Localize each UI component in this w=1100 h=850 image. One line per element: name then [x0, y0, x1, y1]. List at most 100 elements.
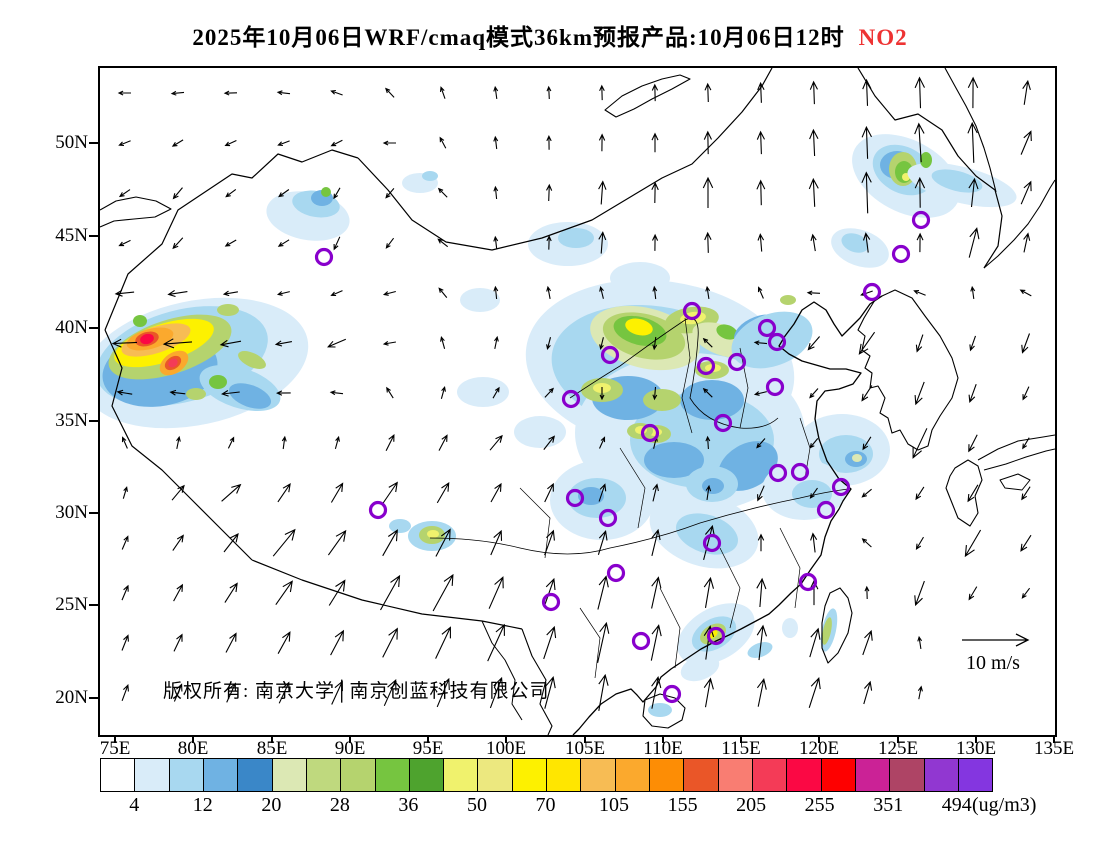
- city-marker: [790, 462, 810, 482]
- colorbar-cell: [718, 759, 753, 791]
- lat-tick-mark: [89, 697, 98, 699]
- colorbar-cell: [203, 759, 239, 791]
- colorbar-value: 205: [736, 794, 767, 816]
- lat-tick-label: 45N: [55, 225, 88, 246]
- border-west: [104, 329, 253, 561]
- city-marker: [631, 631, 651, 651]
- legend-arrow-icon: [962, 633, 1030, 647]
- province-7: [579, 607, 601, 679]
- colorbar-cell: [684, 759, 719, 791]
- russia-coast: [983, 179, 1055, 269]
- lon-tick-mark: [897, 735, 899, 743]
- colorbar-cell: [169, 759, 204, 791]
- city-marker: [831, 477, 851, 497]
- lon-tick-label: 90E: [334, 738, 366, 759]
- colorbar-cell: [650, 759, 685, 791]
- city-marker: [702, 533, 722, 553]
- lon-tick-mark: [192, 735, 194, 743]
- province-2: [739, 347, 749, 429]
- lon-tick-mark: [349, 735, 351, 743]
- city-marker: [541, 592, 561, 612]
- colorbar-cell: [238, 759, 273, 791]
- province-3: [619, 447, 646, 529]
- colorbar-cell: [787, 759, 822, 791]
- honshu: [977, 434, 1055, 491]
- lon-tick-mark: [271, 735, 273, 743]
- colorbar-value: 28: [329, 794, 350, 816]
- colorbar-value: 70: [535, 794, 556, 816]
- city-marker: [757, 318, 777, 338]
- province-5: [779, 527, 801, 609]
- colorbar-cell: [615, 759, 650, 791]
- city-marker: [911, 210, 931, 230]
- colorbar-cell: [306, 759, 342, 791]
- colorbar-cell: [855, 759, 891, 791]
- city-marker: [727, 352, 747, 372]
- concentration-colorbar: [100, 758, 993, 792]
- border-northeast: [857, 68, 1003, 269]
- lon-tick-label: 120E: [798, 738, 840, 759]
- lat-tick-mark: [89, 142, 98, 144]
- lon-tick-label: 110E: [643, 738, 683, 759]
- colorbar-cell: [478, 759, 513, 791]
- province-6: [659, 587, 681, 669]
- border-mongolia: [357, 68, 773, 251]
- colorbar-cell: [272, 759, 307, 791]
- colorbar-cell: [512, 759, 548, 791]
- colorbar-value: 50: [466, 794, 487, 816]
- lon-tick-mark: [818, 735, 820, 743]
- city-marker: [798, 572, 818, 592]
- colorbar-value: 20: [261, 794, 282, 816]
- border-himalaya: [251, 559, 523, 630]
- colorbar-value: 351: [873, 794, 904, 816]
- wind-vectors: [111, 76, 1032, 711]
- wind-speed-legend: 10 m/s: [962, 633, 1030, 674]
- forecast-map: 10 m/s: [100, 68, 1055, 735]
- colorbar-cell: [135, 759, 170, 791]
- city-marker: [862, 282, 882, 302]
- lat-tick-label: 20N: [55, 687, 88, 708]
- lon-tick-label: 105E: [564, 738, 606, 759]
- lat-tick-mark: [89, 235, 98, 237]
- city-marker: [706, 626, 726, 646]
- lon-tick-label: 95E: [412, 738, 444, 759]
- city-marker: [600, 345, 620, 365]
- province-4: [719, 547, 741, 629]
- lon-tick-label: 125E: [877, 738, 919, 759]
- copyright-text: 版权所有: 南京大学│南京创蓝科技有限公司: [163, 681, 550, 702]
- colorbar-cell: [581, 759, 616, 791]
- kyushu: [945, 459, 983, 527]
- colorbar-cell: [409, 759, 445, 791]
- colorbar-value: 12: [192, 794, 213, 816]
- city-marker: [713, 413, 733, 433]
- lon-tick-label: 135E: [1033, 738, 1075, 759]
- lat-tick-mark: [89, 604, 98, 606]
- lat-tick-label: 35N: [55, 410, 88, 431]
- border-indochina: [521, 628, 553, 735]
- city-marker: [682, 301, 702, 321]
- lon-tick-label: 130E: [955, 738, 997, 759]
- lon-tick-label: 75E: [99, 738, 131, 759]
- city-marker: [561, 389, 581, 409]
- colorbar-cell: [924, 759, 959, 791]
- colorbar-cell: [444, 759, 479, 791]
- lon-tick-mark: [427, 735, 429, 743]
- city-marker: [598, 508, 618, 528]
- city-marker: [640, 423, 660, 443]
- page-title: 2025年10月06日WRF/cmaq模式36km预报产品:10月06日12时 N…: [0, 18, 1100, 52]
- colorbar-value: 36: [398, 794, 419, 816]
- lat-tick-mark: [89, 327, 98, 329]
- province-1: [681, 317, 693, 434]
- lake-baikal: [604, 74, 691, 118]
- lon-tick-mark: [584, 735, 586, 743]
- lon-tick-label: 100E: [485, 738, 527, 759]
- lon-tick-mark: [114, 735, 116, 743]
- colorbar-cell: [375, 759, 410, 791]
- border-northwest: [104, 149, 359, 331]
- colorbar-unit: (ug/m3): [972, 794, 1037, 816]
- colorbar-cell: [958, 759, 993, 791]
- lake-balkhash: [100, 196, 172, 228]
- lon-tick-mark: [505, 735, 507, 743]
- korea: [857, 289, 959, 451]
- colorbar-cell: [101, 759, 136, 791]
